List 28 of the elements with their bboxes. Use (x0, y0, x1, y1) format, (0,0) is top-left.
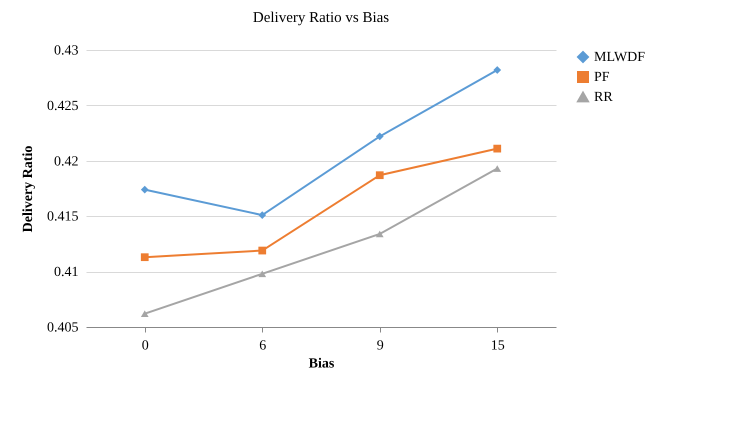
point (258, 270, 266, 278)
point (140, 253, 149, 262)
legend-label: PF (594, 70, 610, 85)
point (376, 171, 384, 180)
chart-title: Delivery Ratio vs Bias (252, 10, 390, 26)
point (140, 186, 149, 194)
x-tick-label: 0 (142, 338, 149, 354)
y-tick-label: 0.41 (54, 265, 78, 280)
y-tick-label: 0.43 (54, 44, 78, 58)
point (493, 144, 502, 152)
point (493, 66, 502, 74)
y-axis-title: Delivery Ratio (21, 146, 36, 232)
y-tick-label: 0.415 (47, 210, 78, 225)
point (258, 246, 266, 254)
point (376, 132, 384, 140)
point (376, 230, 384, 238)
point (493, 165, 502, 172)
x-tick-label: 6 (259, 338, 266, 354)
point (258, 211, 266, 219)
legend-label: RR (594, 90, 614, 105)
y-tick-label: 0.425 (47, 98, 78, 114)
x-tick-label: 9 (376, 338, 384, 354)
point (140, 310, 149, 318)
x-axis-title: Bias (308, 356, 335, 372)
y-tick-label: 0.405 (47, 320, 78, 336)
x-tick-label: 15 (490, 338, 505, 354)
y-tick-label: 0.42 (54, 154, 78, 170)
legend-label: MLWDF (594, 50, 646, 65)
